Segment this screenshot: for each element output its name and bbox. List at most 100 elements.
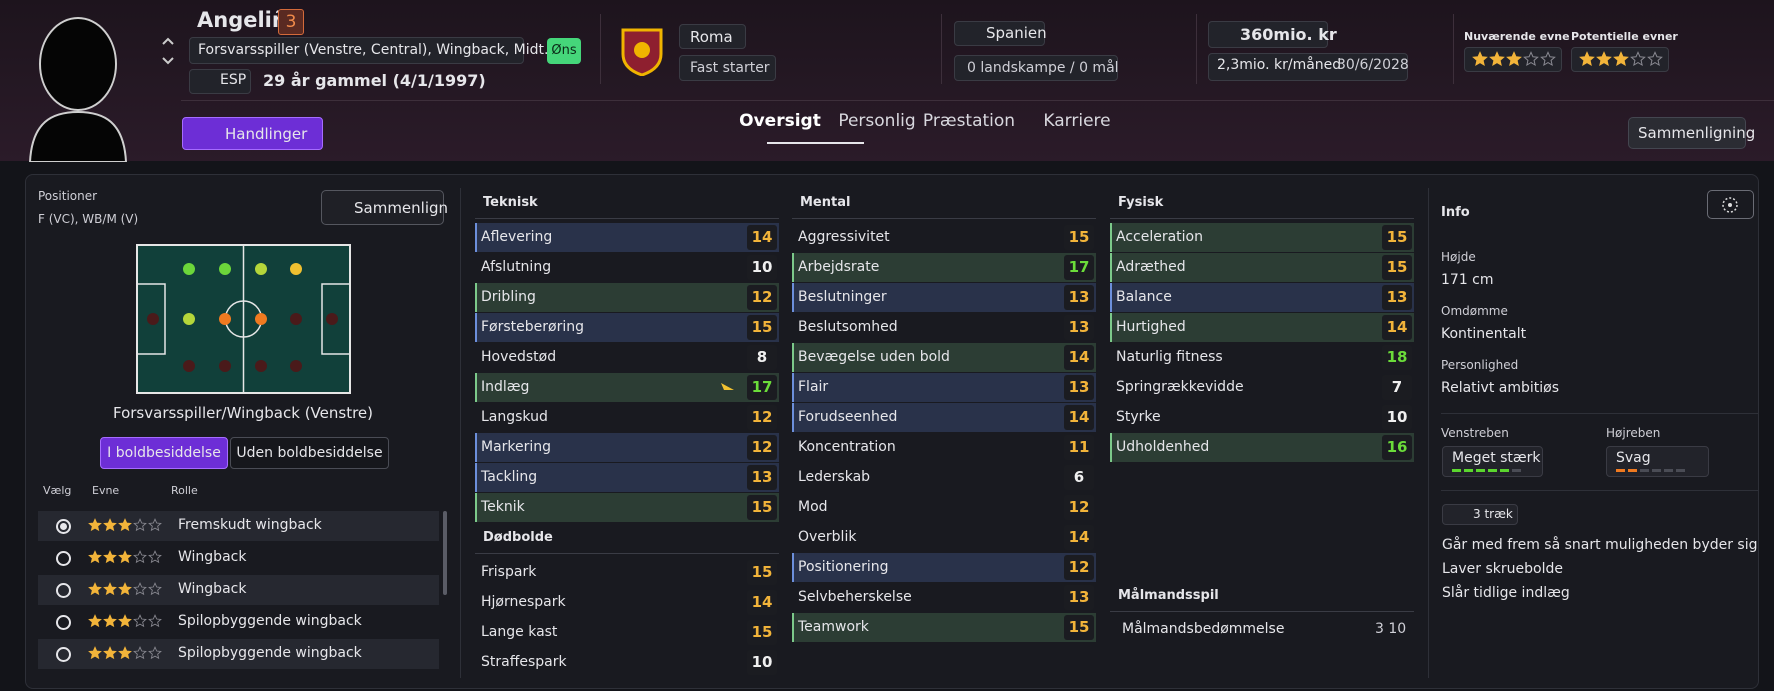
- info-icon-button[interactable]: [1707, 190, 1754, 219]
- attribute-value: 12: [747, 405, 777, 430]
- star: [1647, 51, 1663, 67]
- star-rating: [1472, 50, 1562, 70]
- star: [1523, 51, 1539, 67]
- attribute-value: 15: [747, 620, 777, 645]
- attribute-value: 13: [1382, 285, 1412, 310]
- star: [103, 550, 117, 564]
- attribute-value: 13: [1064, 285, 1094, 310]
- info-value: 171 cm: [1441, 272, 1494, 288]
- star: [103, 646, 117, 660]
- attribute-name: Teknik: [481, 499, 525, 515]
- info-label: Personlighed: [1441, 358, 1519, 372]
- attribute-row: [792, 403, 1096, 432]
- radio[interactable]: [56, 519, 71, 534]
- star: [88, 582, 102, 596]
- attribute-name: Arbejdsrate: [798, 259, 880, 275]
- attribute-row: [792, 343, 1096, 372]
- section-title: Fysisk: [1118, 195, 1164, 210]
- radio[interactable]: [56, 615, 71, 631]
- divider: [1453, 14, 1454, 84]
- attribute-row: [792, 253, 1096, 282]
- attribute-name: Hovedstød: [481, 349, 557, 365]
- nav-arrows[interactable]: [160, 34, 176, 68]
- attribute-name: Dribling: [481, 289, 536, 305]
- compare-button[interactable]: Sammenligning: [1628, 117, 1755, 149]
- star: [1596, 51, 1612, 67]
- star: [88, 550, 102, 564]
- attribute-row: [475, 223, 779, 252]
- star-rating: [1579, 50, 1669, 70]
- radio[interactable]: [56, 583, 71, 599]
- radio[interactable]: [56, 551, 71, 567]
- toggle-out-of-possession[interactable]: Uden boldbesiddelse: [230, 437, 389, 469]
- attribute-name: Lederskab: [798, 469, 871, 485]
- star: [133, 614, 147, 628]
- traits-badge: 3 træk: [1442, 504, 1518, 525]
- country-box: [954, 21, 1045, 46]
- tab[interactable]: Personlig: [838, 111, 916, 131]
- attribute-name: Målmandsbedømmelse: [1122, 621, 1285, 637]
- attribute-name: Markering: [481, 439, 552, 455]
- toggle-in-possession[interactable]: I boldbesiddelse: [100, 437, 228, 469]
- tab[interactable]: Oversigt: [739, 111, 821, 131]
- header-divider: [181, 100, 1774, 101]
- attribute-value-range: 3 10: [1375, 621, 1407, 637]
- foot-meter: [1452, 469, 1461, 472]
- star: [148, 518, 162, 532]
- attribute-name: Frispark: [481, 564, 537, 580]
- role-row[interactable]: [38, 639, 439, 670]
- attribute-row: [475, 493, 779, 522]
- squad-number: 3: [278, 9, 304, 35]
- scrollbar[interactable]: [443, 511, 447, 595]
- role-name: Wingback: [178, 581, 247, 598]
- attribute-name: Styrke: [1116, 409, 1161, 425]
- tab[interactable]: Karriere: [1043, 111, 1111, 131]
- wage: 2,3mio. kr/måned: [1217, 57, 1342, 73]
- attribute-value: 14: [1064, 525, 1094, 550]
- divider: [1441, 413, 1759, 414]
- info-title: Info: [1441, 205, 1470, 220]
- international-caps: 0 landskampe / 0 mål: [954, 55, 1119, 81]
- divider: [1196, 14, 1197, 84]
- attribute-row: [792, 493, 1096, 522]
- foot-meter: [1464, 469, 1473, 472]
- attribute-name: Overblik: [798, 529, 857, 545]
- foot-meter: [1616, 469, 1625, 472]
- tab[interactable]: Præstation: [922, 111, 1016, 131]
- divider: [1428, 188, 1429, 678]
- attribute-row: [792, 553, 1096, 582]
- attribute-name: Langskud: [481, 409, 548, 425]
- status-badge: Øns: [547, 38, 581, 64]
- attribute-value: 10: [1382, 405, 1412, 430]
- nation-code: ESP: [220, 72, 247, 88]
- attribute-row: [475, 283, 779, 312]
- radio[interactable]: [56, 647, 71, 663]
- country-name: Spanien: [986, 24, 1047, 42]
- positions-label: Positioner: [38, 189, 98, 203]
- training-arrow: [721, 383, 734, 390]
- attribute-value: 15: [1382, 255, 1412, 280]
- radio-dot: [60, 523, 67, 530]
- attribute-value: 14: [1064, 345, 1094, 370]
- attribute-name: Positionering: [798, 559, 889, 575]
- star: [1540, 51, 1556, 67]
- attribute-value: 13: [1064, 315, 1094, 340]
- star: [1472, 51, 1488, 67]
- star: [148, 646, 162, 660]
- compare-small-button[interactable]: Sammenlign: [321, 190, 448, 225]
- actions-button[interactable]: Handlinger: [182, 117, 323, 150]
- attribute-name: Aflevering: [481, 229, 553, 245]
- role-name: Fremskudt wingback: [178, 517, 322, 533]
- star: [118, 550, 132, 564]
- info-value: Kontinentalt: [1441, 326, 1527, 342]
- wage-box: [1208, 53, 1408, 81]
- star: [133, 550, 147, 564]
- attribute-row: [1110, 283, 1414, 312]
- section-title: Mental: [800, 195, 851, 210]
- attribute-row: [475, 433, 779, 462]
- attribute-name: Beslutninger: [798, 289, 887, 305]
- role-row[interactable]: [38, 511, 439, 541]
- role-row[interactable]: [38, 575, 439, 606]
- section-title: Dødbolde: [483, 530, 553, 545]
